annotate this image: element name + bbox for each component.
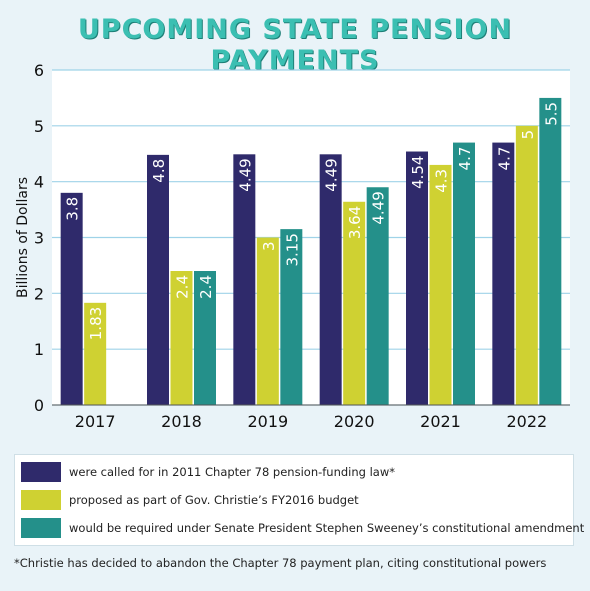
bar — [319, 154, 342, 405]
bar — [492, 142, 515, 406]
legend: were called for in 2011 Chapter 78 pensi… — [14, 454, 584, 546]
x-tick-label: 2020 — [334, 412, 375, 431]
x-tick-label: 2021 — [420, 412, 461, 431]
data-label: 4.49 — [323, 158, 341, 191]
data-label: 3.8 — [64, 197, 82, 221]
y-tick-label: 4 — [34, 173, 44, 192]
legend-item-sweeney: would be required under Senate President… — [21, 517, 584, 539]
bar — [256, 237, 279, 405]
y-axis-label: Billions of Dollars — [15, 177, 31, 298]
y-tick-label: 2 — [34, 284, 44, 303]
bar — [233, 154, 256, 405]
x-tick-label: 2022 — [506, 412, 547, 431]
bar — [280, 229, 303, 405]
legend-label-christie: proposed as part of Gov. Christie’s FY20… — [69, 493, 359, 507]
bar — [84, 302, 107, 405]
legend-label-chapter78: were called for in 2011 Chapter 78 pensi… — [69, 465, 396, 479]
y-tick-label: 1 — [34, 340, 44, 359]
bar — [366, 187, 389, 405]
legend-label-sweeney: would be required under Senate President… — [69, 521, 585, 535]
data-label: 4.49 — [236, 158, 254, 191]
chart-title: UPCOMING STATE PENSION PAYMENTS — [77, 14, 513, 76]
bar — [406, 151, 428, 405]
bar — [343, 201, 366, 405]
bar-chart: 0 1 2 3 4 5 6 Billions of Dollars 3.8 1.83 2017 4.8… — [15, 61, 570, 431]
bar — [453, 142, 475, 406]
y-tick-label: 6 — [34, 61, 44, 80]
legend-swatch-chapter78 — [21, 462, 61, 482]
bar — [194, 271, 216, 405]
legend-swatch-sweeney — [21, 518, 61, 538]
bar — [429, 164, 452, 405]
footnote: *Christie has decided to abandon the Cha… — [14, 556, 547, 570]
legend-swatch-christie — [21, 490, 61, 510]
data-label: 4.3 — [433, 169, 451, 193]
data-label: 2.4 — [174, 275, 192, 299]
y-tick-label: 3 — [34, 229, 44, 248]
data-label: 1.83 — [87, 307, 105, 340]
bar — [147, 154, 169, 405]
data-label: 4.8 — [150, 159, 168, 183]
data-label: 2.4 — [197, 275, 215, 299]
x-tick-label: 2019 — [247, 412, 288, 431]
data-label: 4.7 — [495, 147, 513, 171]
data-label: 3.64 — [346, 206, 364, 239]
data-label: 5.5 — [542, 102, 560, 126]
y-tick-label: 5 — [34, 117, 44, 136]
bar — [515, 125, 538, 405]
data-label: 5 — [519, 130, 537, 140]
x-tick-label: 2018 — [161, 412, 202, 431]
y-tick-label: 0 — [34, 396, 44, 415]
data-label: 4.49 — [370, 191, 388, 224]
bar — [60, 192, 83, 405]
legend-item-christie: proposed as part of Gov. Christie’s FY20… — [21, 489, 359, 511]
data-label: 3 — [260, 242, 278, 252]
x-tick-label: 2017 — [75, 412, 116, 431]
data-label: 3.15 — [283, 233, 301, 266]
data-label: 4.54 — [409, 156, 427, 189]
data-label: 4.7 — [456, 147, 474, 171]
bar — [170, 271, 193, 405]
legend-item-chapter78: were called for in 2011 Chapter 78 pensi… — [21, 461, 395, 483]
bar — [539, 97, 562, 406]
